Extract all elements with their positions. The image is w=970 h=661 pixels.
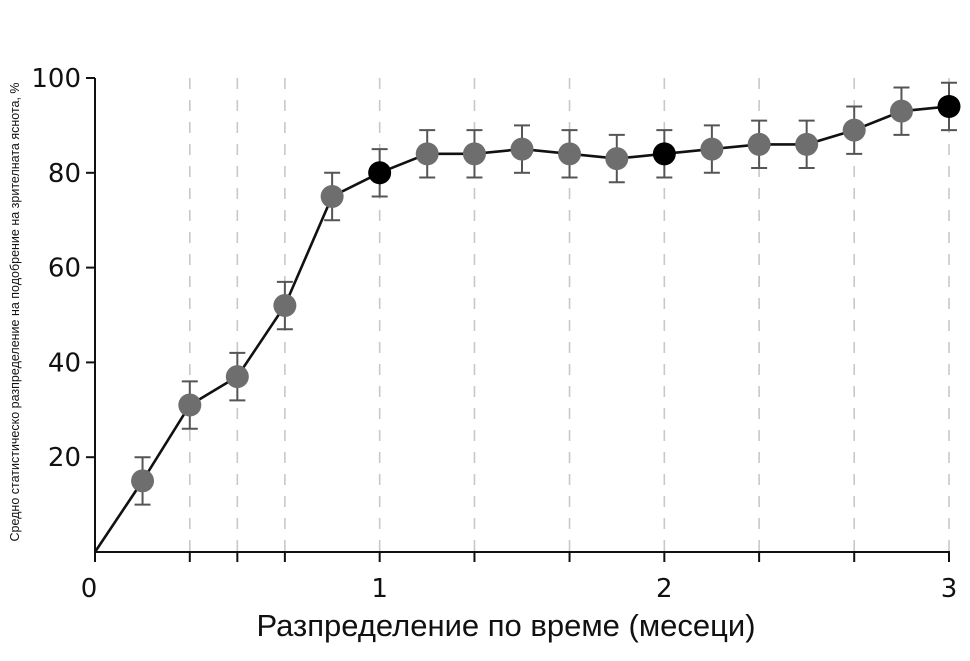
data-point (415, 142, 439, 166)
data-point (747, 132, 771, 156)
y-tick-label: 40 (48, 348, 81, 378)
ticks: 20 40 60 80 100 0 1 2 3 (31, 64, 957, 604)
data-points (131, 94, 961, 493)
data-point (795, 132, 819, 156)
data-point (510, 137, 534, 161)
x-tick-label: 2 (656, 574, 673, 604)
error-bars (134, 81, 957, 506)
x-tick-label: 3 (941, 574, 958, 604)
data-point-highlight (368, 161, 392, 185)
data-point-highlight (652, 142, 676, 166)
data-point (178, 393, 202, 417)
data-point (700, 137, 724, 161)
data-point (225, 365, 249, 389)
data-point (462, 142, 486, 166)
data-point (320, 185, 344, 208)
x-axis-title: Разпределение по време (месеци) (256, 608, 755, 643)
data-point (842, 118, 866, 142)
x-tick-label: 0 (81, 574, 98, 604)
data-point (889, 99, 913, 123)
data-point (605, 147, 629, 171)
data-point (558, 142, 582, 166)
y-axis-title: Средно статистическо разпределение на по… (8, 82, 22, 541)
y-tick-label: 100 (31, 64, 81, 94)
y-tick-label: 60 (48, 254, 81, 284)
y-tick-label: 20 (48, 443, 81, 473)
data-point (131, 469, 155, 493)
x-tick-label: 1 (371, 574, 388, 604)
data-point (273, 294, 297, 318)
data-point-highlight (937, 94, 961, 118)
y-tick-label: 80 (48, 159, 81, 189)
